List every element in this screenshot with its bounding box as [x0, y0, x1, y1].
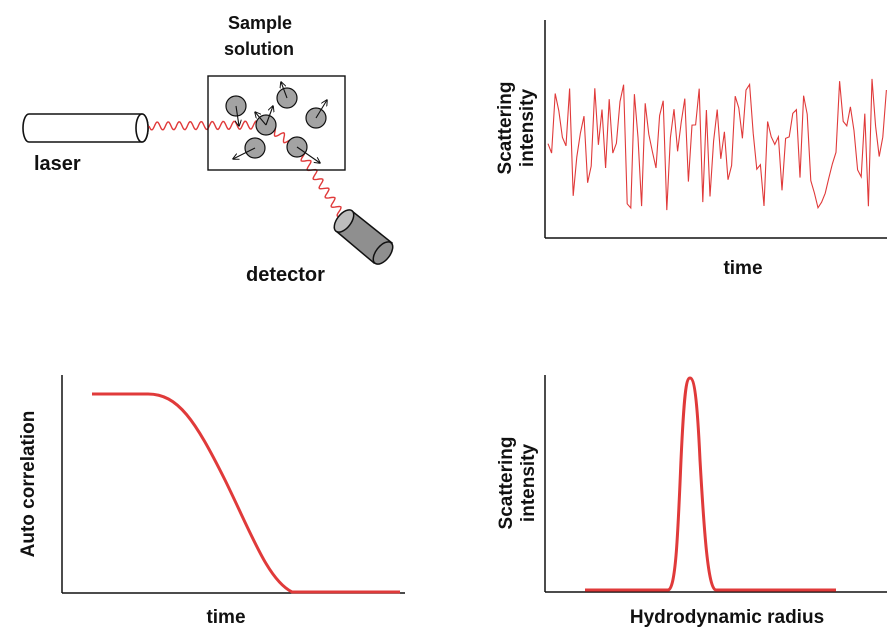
scattered-beam — [294, 146, 347, 218]
motion-arrow-icon — [233, 147, 256, 159]
ylabel-line1: Scattering — [495, 82, 516, 175]
panel-size-distribution: Scattering intensity Hydrodynamic radius — [496, 375, 887, 628]
laser-icon — [22, 113, 149, 143]
sample-cell — [207, 75, 346, 171]
panel-intensity-time: Scattering intensity time — [495, 20, 887, 279]
ylabel-line1: Scattering — [496, 437, 517, 530]
setup-schematic: laser Sample solution — [22, 13, 394, 286]
detector-label: detector — [246, 264, 325, 286]
sample-label-line2: solution — [224, 39, 294, 59]
motion-arrow-icon — [255, 112, 267, 126]
ylabel: Auto correlation — [18, 411, 39, 558]
autocorrelation-curve — [92, 392, 400, 594]
detector-icon — [333, 209, 394, 265]
ylabel-line2: intensity — [518, 444, 539, 523]
ylabel-line2: intensity — [517, 89, 538, 168]
motion-arrow-icon — [281, 82, 288, 99]
laser-label: laser — [34, 153, 81, 175]
xlabel: time — [723, 258, 762, 279]
xlabel: Hydrodynamic radius — [630, 607, 824, 628]
intensity-trace — [547, 78, 887, 211]
motion-arrow-icon — [296, 146, 320, 163]
motion-arrows — [233, 82, 327, 163]
motion-arrow-icon — [236, 105, 239, 126]
motion-arrow-icon — [265, 106, 273, 126]
particles — [225, 87, 327, 159]
panel-autocorrelation: Auto correlation time — [18, 375, 405, 628]
xlabel: time — [206, 607, 245, 628]
sample-label-line1: Sample — [228, 13, 292, 33]
distribution-peak — [585, 376, 836, 592]
motion-arrow-icon — [315, 100, 327, 119]
